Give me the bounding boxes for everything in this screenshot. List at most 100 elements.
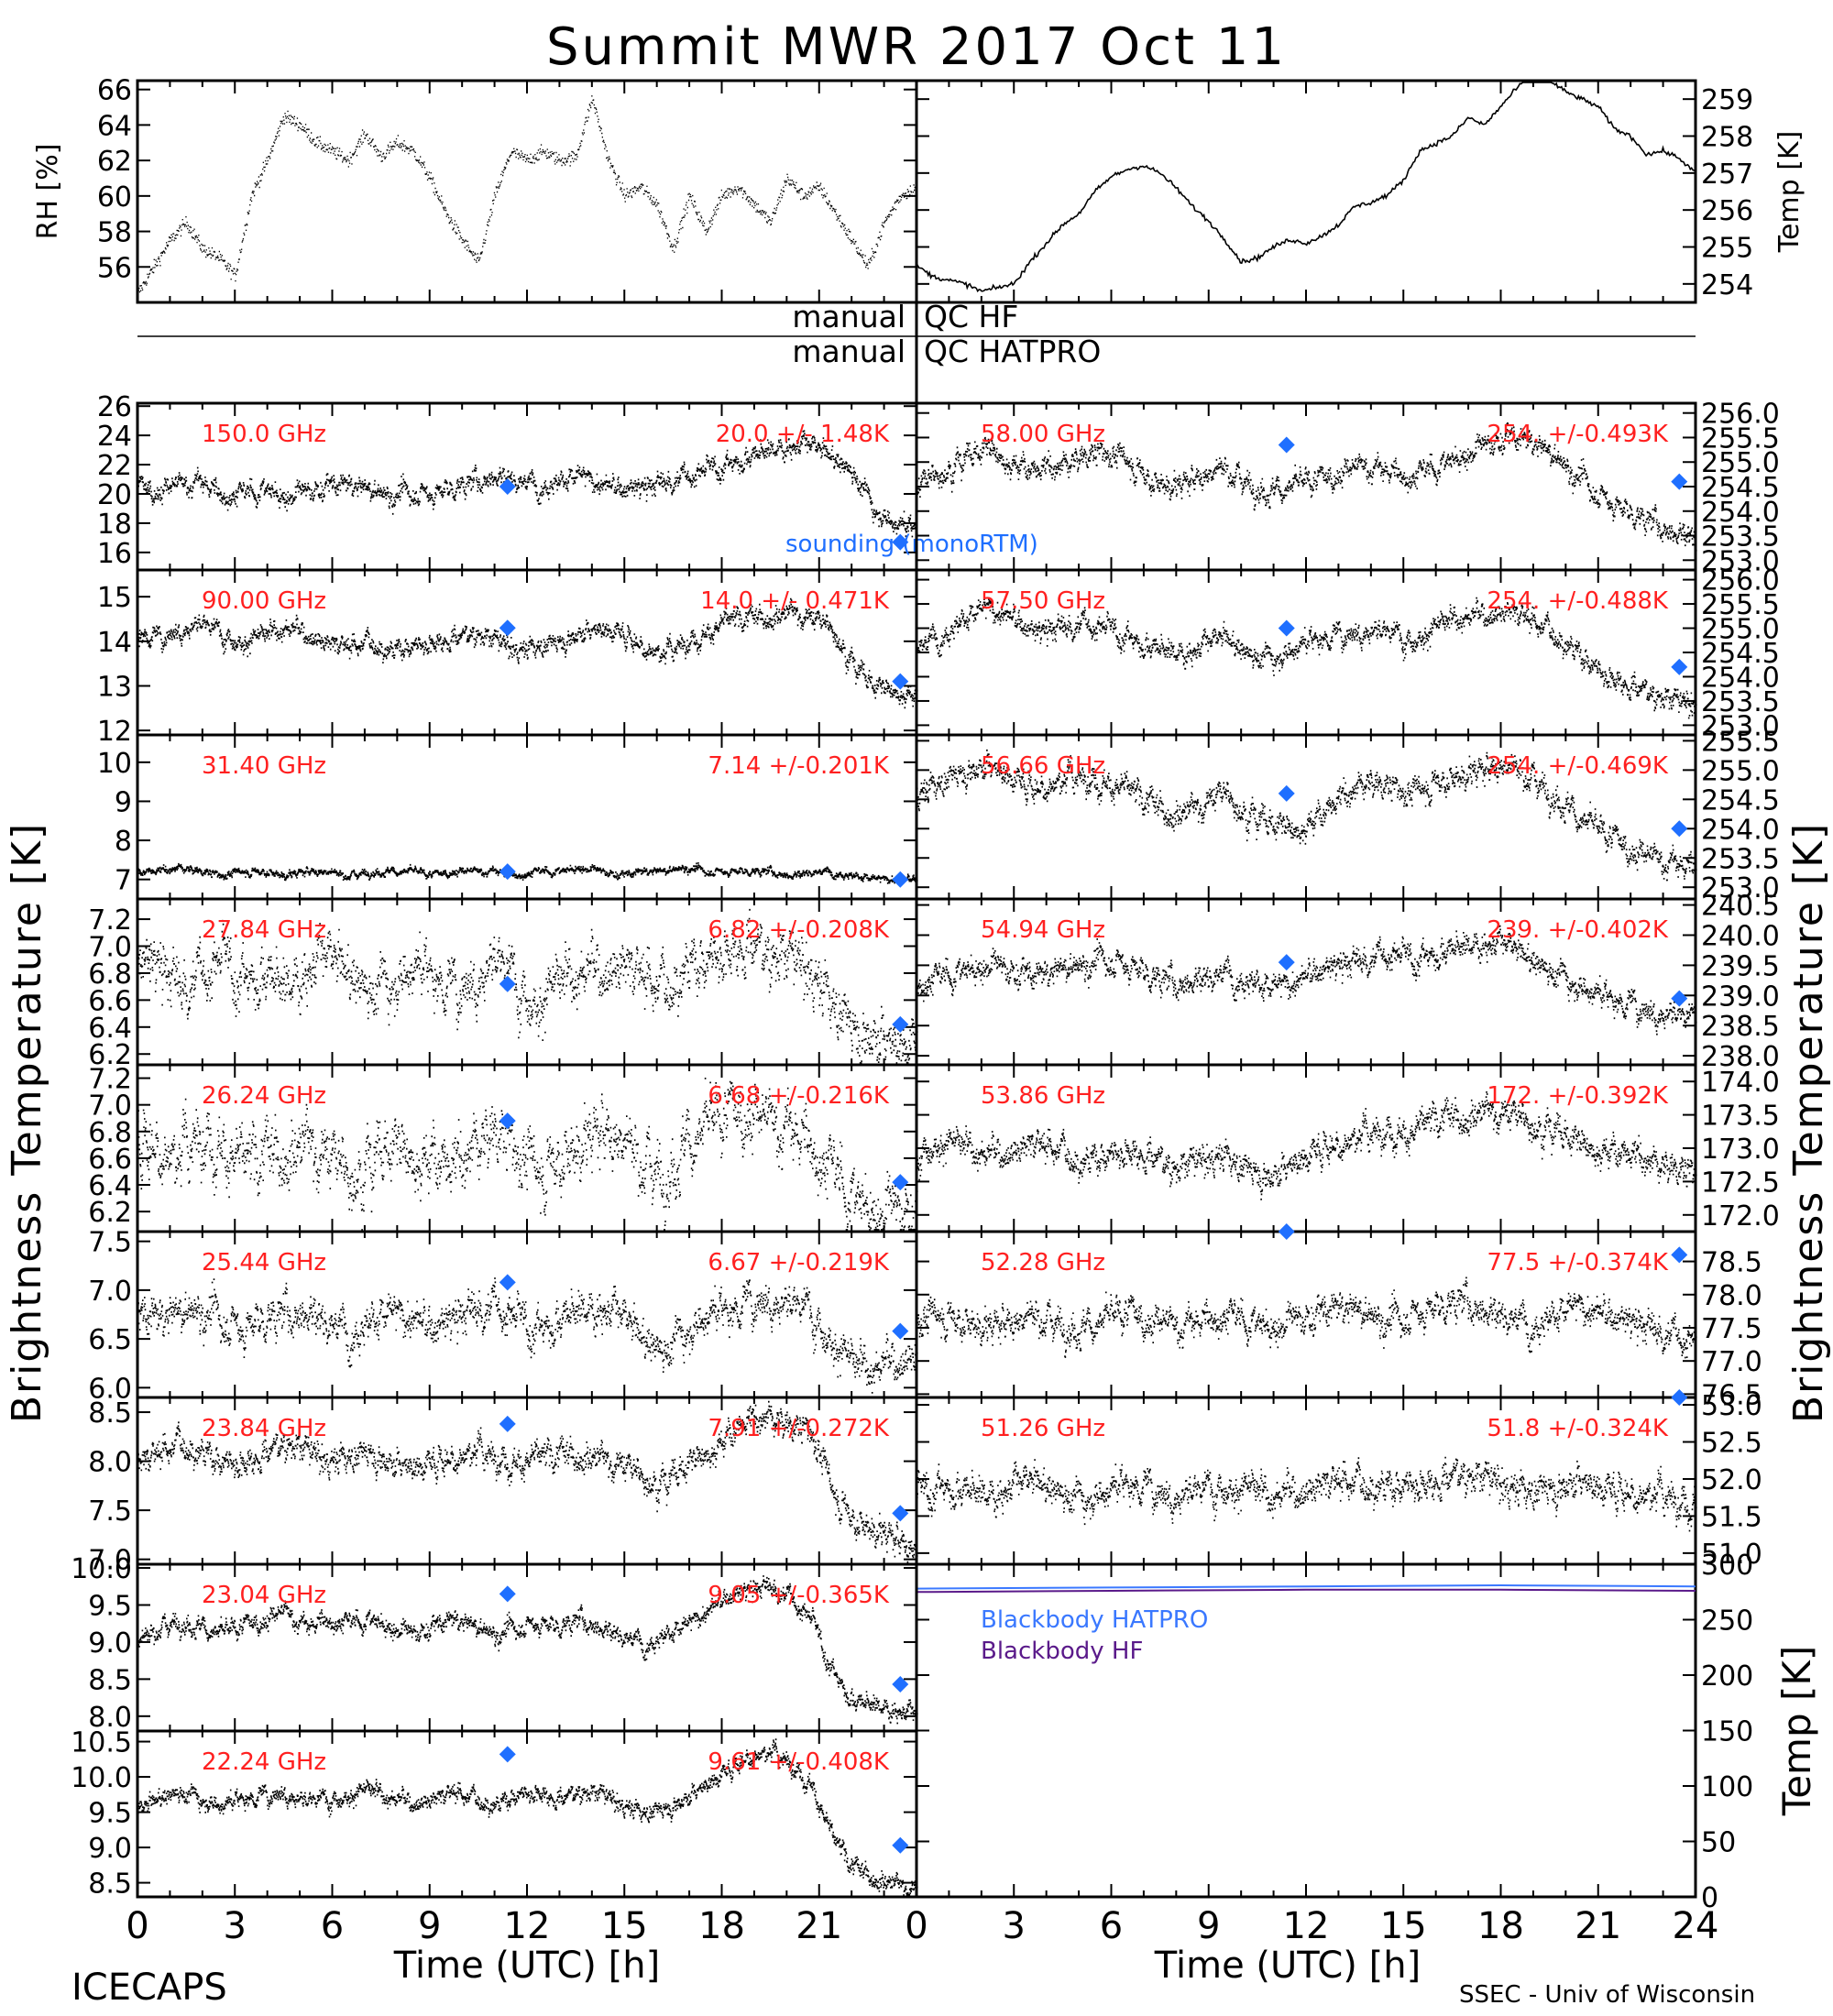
y-tick-label: 10.0 <box>71 1553 132 1585</box>
tb-series <box>137 1398 918 1563</box>
y-tick-label: 253.5 <box>1701 843 1780 875</box>
sounding-point <box>499 478 516 495</box>
channel-panel: 8.0 8.5 9.0 9.5 10.0 23.04 GHz 9.05 +/-0.365K <box>71 1553 918 1734</box>
y-tick-label: 7.2 <box>88 904 132 937</box>
y-tick-label: 51.0 <box>1701 1539 1762 1571</box>
x-tick-label: 12 <box>1283 1905 1330 1947</box>
x-tick-label: 3 <box>1003 1905 1026 1947</box>
channel-panel: 7.0 7.5 8.0 8.5 23.84 GHz 7.91 +/-0.272K <box>88 1396 918 1577</box>
y-tick-label: 8.5 <box>88 1664 132 1696</box>
y-tick-label: 10 <box>97 748 132 780</box>
channel-stats-label: 6.68 +/-0.216K <box>708 1082 890 1110</box>
y-tick-label: 76.5 <box>1701 1379 1762 1411</box>
y-tick-label: 150 <box>1701 1716 1753 1748</box>
left-xlabel: Time (UTC) [h] <box>393 1945 660 1987</box>
y-tick-label: 253.0 <box>1701 545 1780 577</box>
x-tick-label: 18 <box>1477 1905 1524 1947</box>
y-tick-label: 256.0 <box>1701 565 1780 597</box>
x-axes: 0 0 3 3 6 6 9 9 12 12 15 15 18 18 21 21 24 <box>126 1905 1718 1947</box>
channel-frequency-label: 58.00 GHz <box>981 421 1105 448</box>
blackbody-legend-label: Blackbody HF <box>981 1638 1143 1665</box>
y-tick-label: 7.5 <box>88 1496 132 1528</box>
y-tick-label: 240.5 <box>1701 891 1780 923</box>
y-tick-label: 18 <box>97 509 132 541</box>
y-tick-label: 256.0 <box>1701 399 1780 431</box>
y-tick-label: 77.5 <box>1701 1313 1762 1345</box>
y-tick-label: 60 <box>97 181 132 214</box>
y-tick-label: 254.0 <box>1701 662 1780 694</box>
channel-frequency-label: 51.26 GHz <box>981 1415 1105 1442</box>
y-tick-label: 8.5 <box>88 1397 132 1430</box>
channel-stats-label: 254. +/-0.488K <box>1487 587 1669 615</box>
x-tick-label: 12 <box>504 1905 551 1947</box>
y-tick-label: 12 <box>97 716 132 748</box>
channel-frequency-label: 57.50 GHz <box>981 587 1105 615</box>
channel-frequency-label: 53.86 GHz <box>981 1082 1105 1110</box>
y-tick-label: 14 <box>97 627 132 659</box>
tb-series <box>137 597 918 709</box>
y-tick-label: 6.4 <box>88 1013 132 1045</box>
sounding-point <box>892 1836 909 1854</box>
y-tick-label: 9 <box>115 786 132 818</box>
y-tick-label: 238.5 <box>1701 1011 1780 1043</box>
y-tick-label: 16 <box>97 538 132 570</box>
x-tick-label: 18 <box>698 1905 745 1947</box>
y-tick-label: 254.5 <box>1701 638 1780 670</box>
y-tick-label: 6.6 <box>88 985 132 1017</box>
y-tick-label: 240.0 <box>1701 920 1780 952</box>
y-tick-label: 6.2 <box>88 1197 132 1229</box>
y-tick-label: 6.5 <box>88 1324 132 1356</box>
y-tick-label: 7.5 <box>88 1227 132 1259</box>
y-tick-label: 254 <box>1701 269 1753 301</box>
y-tick-label: 173.0 <box>1701 1134 1780 1166</box>
x-tick-label: 21 <box>796 1905 842 1947</box>
x-tick-label: 3 <box>224 1905 247 1947</box>
y-tick-label: 255.5 <box>1701 726 1780 758</box>
channel-frequency-label: 27.84 GHz <box>202 916 326 944</box>
sounding-point <box>1278 619 1295 637</box>
temp-ylabel: Temp [K] <box>1773 131 1806 254</box>
y-tick-label: 200 <box>1701 1660 1753 1693</box>
y-tick-label: 255.0 <box>1701 755 1780 787</box>
sounding-point <box>499 975 516 992</box>
qc-hatpro-right-label: QC HATPRO <box>924 334 1101 369</box>
channel-frequency-label: 56.66 GHz <box>981 752 1105 780</box>
channel-stats-label: 239. +/-0.402K <box>1487 916 1669 944</box>
y-tick-label: 238.0 <box>1701 1041 1780 1073</box>
channel-panel: 12 13 14 15 90.00 GHz 14.0 +/- 0.471K <box>97 568 918 748</box>
channel-panel: 6.26.46.66.87.07.2 26.24 GHz 6.68 +/-0.216… <box>88 1063 918 1233</box>
y-tick-label: 254.5 <box>1701 472 1780 504</box>
y-tick-label: 174.0 <box>1701 1067 1780 1099</box>
y-tick-label: 253.5 <box>1701 686 1780 718</box>
blackbody-series-line <box>916 1583 1696 1590</box>
y-tick-label: 239.5 <box>1701 950 1780 982</box>
y-tick-label: 51.5 <box>1701 1501 1762 1533</box>
y-tick-label: 255.5 <box>1701 422 1780 455</box>
y-tick-label: 255.0 <box>1701 447 1780 479</box>
channel-frequency-label: 31.40 GHz <box>202 752 326 780</box>
sounding-point <box>892 1676 909 1693</box>
y-tick-label: 6.4 <box>88 1170 132 1202</box>
sounding-point <box>499 619 516 637</box>
y-tick-label: 9.5 <box>88 1590 132 1622</box>
y-tick-label: 7.0 <box>88 932 132 964</box>
y-tick-label: 173.5 <box>1701 1101 1780 1133</box>
tb-series <box>137 430 918 538</box>
y-tick-label: 256 <box>1701 195 1753 227</box>
left-ylabel: Brightness Temperature [K] <box>4 822 50 1423</box>
rh-series <box>137 95 918 293</box>
tb-series <box>137 1738 918 1896</box>
tb-series <box>137 1078 918 1231</box>
x-tick-label: 6 <box>1100 1905 1123 1947</box>
x-tick-label: 15 <box>1380 1905 1427 1947</box>
y-tick-label: 254.0 <box>1701 814 1780 846</box>
y-tick-label: 0 <box>1701 1882 1718 1914</box>
sounding-point <box>892 673 909 690</box>
y-tick-label: 64 <box>97 110 132 142</box>
sounding-point <box>499 1415 516 1432</box>
y-tick-label: 8.0 <box>88 1447 132 1479</box>
